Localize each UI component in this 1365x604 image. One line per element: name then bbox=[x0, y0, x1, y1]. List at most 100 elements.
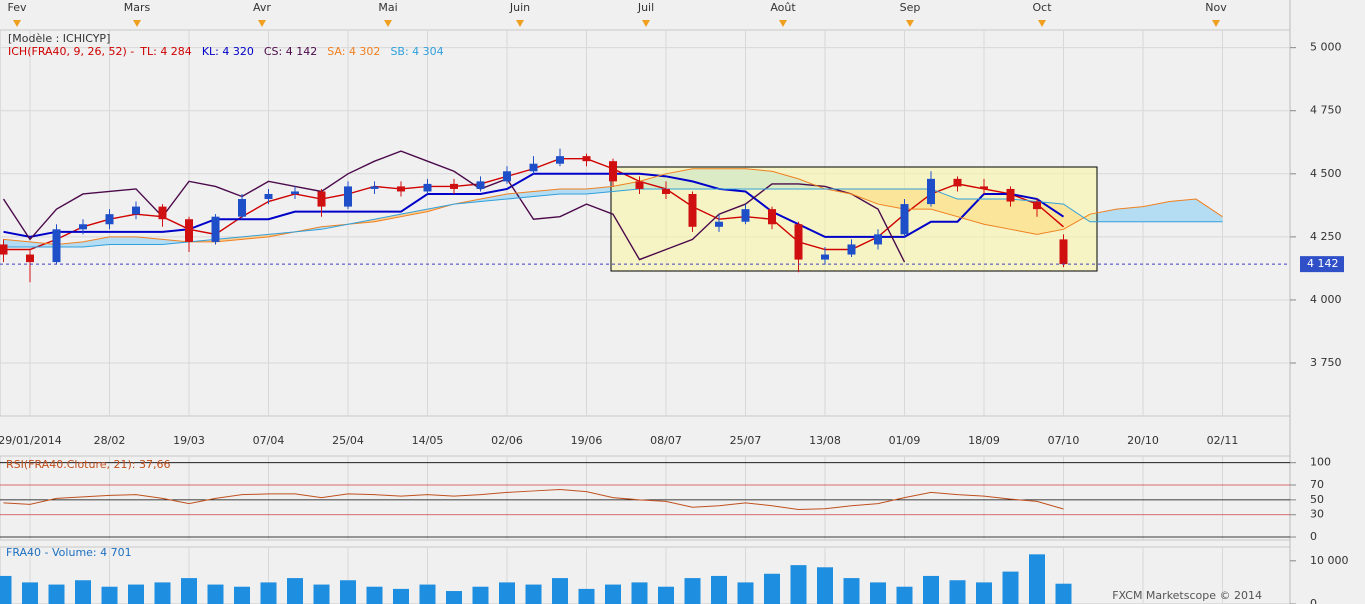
volume-bar bbox=[764, 573, 780, 604]
candle-body bbox=[291, 191, 299, 194]
month-label: Mars bbox=[124, 1, 151, 14]
volume-bar bbox=[128, 584, 144, 604]
candle-body bbox=[794, 224, 803, 260]
volume-bar bbox=[22, 582, 38, 604]
month-marker bbox=[258, 20, 266, 27]
x-tick-label: 13/08 bbox=[809, 434, 841, 447]
candle-body bbox=[264, 193, 273, 200]
candle-body bbox=[582, 156, 591, 162]
y-tick-label: 4 750 bbox=[1310, 104, 1342, 117]
candle-body bbox=[821, 254, 829, 260]
x-tick-label: 25/04 bbox=[332, 434, 364, 447]
month-marker bbox=[384, 20, 392, 27]
x-tick-label: 01/09 bbox=[889, 434, 921, 447]
month-marker bbox=[133, 20, 141, 27]
volume-bar bbox=[313, 584, 330, 604]
month-label: Mai bbox=[378, 1, 397, 14]
volume-bar bbox=[658, 586, 674, 604]
volume-bar bbox=[101, 586, 118, 604]
candle-body bbox=[370, 186, 379, 189]
volume-bar bbox=[578, 588, 595, 604]
x-tick-label: 19/03 bbox=[173, 434, 205, 447]
x-tick-label: 29/01/2014 bbox=[0, 434, 62, 447]
x-tick-label: 07/10 bbox=[1048, 434, 1080, 447]
candle-body bbox=[450, 183, 458, 189]
volume-bar bbox=[923, 575, 939, 604]
y-tick-label: 3 750 bbox=[1310, 356, 1342, 369]
volume-title: FRA40 - Volume: 4 701 bbox=[6, 546, 132, 559]
candle-body bbox=[26, 254, 34, 263]
month-label: Avr bbox=[253, 1, 271, 14]
cloud-segment bbox=[136, 236, 163, 245]
candle-body bbox=[980, 186, 988, 189]
cloud-segment bbox=[242, 234, 269, 240]
candle-body bbox=[874, 234, 882, 245]
volume-bar bbox=[605, 584, 621, 604]
month-marker bbox=[642, 20, 650, 27]
candle-body bbox=[0, 244, 8, 255]
legend-entry: TL: 4 284 bbox=[139, 45, 192, 58]
legend-entry: CS: 4 142 bbox=[264, 45, 317, 58]
volume-bar bbox=[75, 580, 91, 604]
volume-bar bbox=[790, 565, 807, 604]
cloud-segment bbox=[586, 186, 613, 194]
chart-title: [Modèle : ICHICYP] bbox=[8, 32, 110, 45]
cloud-segment bbox=[560, 188, 587, 194]
y-tick-label: 4 500 bbox=[1310, 167, 1342, 180]
y-tick-label: 0 bbox=[1310, 530, 1317, 543]
volume-bar bbox=[48, 584, 65, 604]
last-price-label: 4 142 bbox=[1307, 257, 1339, 270]
y-tick-label: 30 bbox=[1310, 508, 1324, 521]
volume-bar bbox=[234, 586, 250, 604]
cloud-segment bbox=[507, 191, 534, 200]
candle-body bbox=[238, 199, 246, 217]
candle-body bbox=[953, 178, 962, 187]
month-marker bbox=[1038, 20, 1046, 27]
indicator-line bbox=[2, 150, 906, 263]
candle-body bbox=[529, 163, 538, 172]
x-tick-label: 19/06 bbox=[571, 434, 603, 447]
volume-bar bbox=[552, 578, 568, 604]
cloud-segment bbox=[215, 236, 242, 242]
volume-bar bbox=[340, 580, 356, 604]
legend-entry: SA: 4 302 bbox=[327, 45, 380, 58]
candle-body bbox=[1006, 188, 1015, 202]
month-marker bbox=[1212, 20, 1220, 27]
candle-body bbox=[344, 186, 352, 207]
footer: FXCM Marketscope © 2014 bbox=[1112, 589, 1262, 602]
grid bbox=[0, 20, 1296, 604]
month-label: Nov bbox=[1205, 1, 1227, 14]
month-marker bbox=[516, 20, 524, 27]
month-label: Juil bbox=[637, 1, 654, 14]
x-tick-label: 02/06 bbox=[491, 434, 523, 447]
volume-bar bbox=[0, 575, 12, 604]
candle-body bbox=[397, 186, 405, 192]
month-label: Oct bbox=[1032, 1, 1052, 14]
rsi-panel bbox=[0, 455, 1291, 541]
volume-bar bbox=[525, 584, 542, 604]
volume-bar bbox=[419, 584, 436, 604]
x-tick-label: 28/02 bbox=[94, 434, 126, 447]
volume-bar bbox=[1002, 571, 1019, 604]
candle-body bbox=[556, 156, 564, 164]
x-tick-label: 18/09 bbox=[968, 434, 1000, 447]
candle-body bbox=[1059, 239, 1068, 265]
month-marker bbox=[906, 20, 914, 27]
volume-bar bbox=[472, 586, 489, 604]
volume-bar bbox=[711, 575, 727, 604]
candle-body bbox=[847, 244, 856, 255]
candle-body bbox=[1033, 201, 1041, 210]
candle-body bbox=[635, 181, 644, 189]
candle-body bbox=[927, 178, 935, 205]
y-tick-label: 70 bbox=[1310, 478, 1324, 491]
candle-body bbox=[185, 219, 193, 242]
volume-bar bbox=[287, 578, 303, 604]
rsi-title: RSI(FRA40.Cloture, 21): 37,66 bbox=[6, 458, 170, 471]
volume-bar bbox=[499, 582, 515, 604]
candle-body bbox=[423, 183, 432, 192]
cloud-segment bbox=[1169, 199, 1196, 222]
candle-body bbox=[662, 188, 670, 194]
candle-body bbox=[132, 206, 140, 215]
